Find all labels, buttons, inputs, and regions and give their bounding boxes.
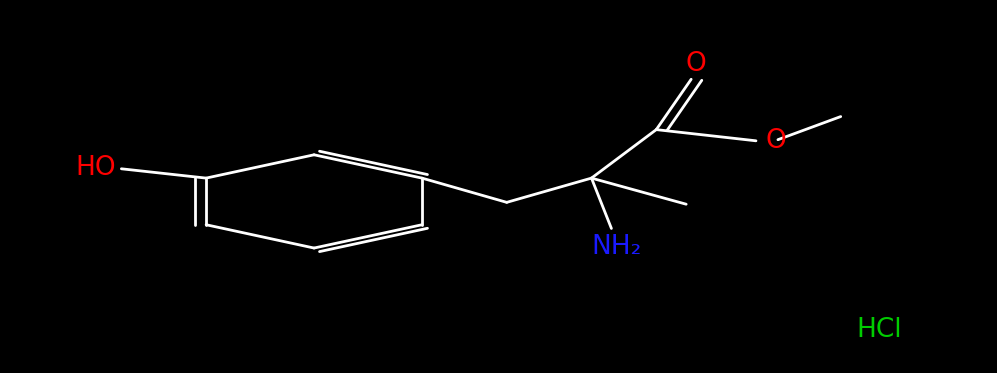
Text: O: O [686,51,707,77]
Text: NH₂: NH₂ [591,234,641,260]
Text: O: O [766,128,787,154]
Text: HCl: HCl [856,317,902,343]
Text: HO: HO [76,155,117,181]
